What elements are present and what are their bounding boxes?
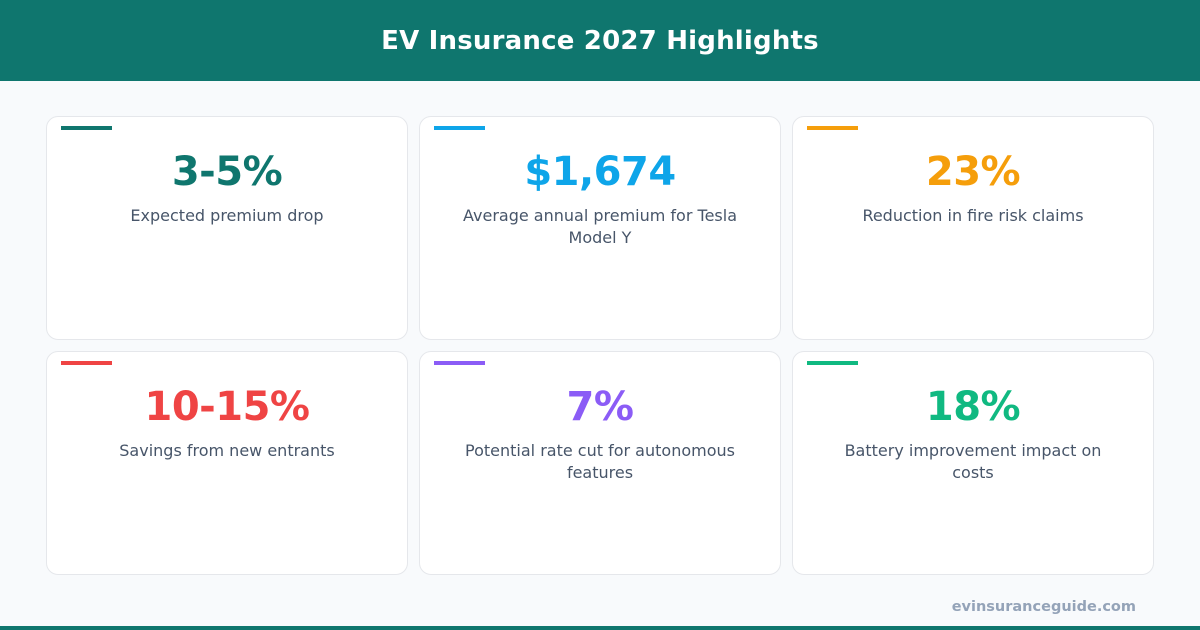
stat-card: $1,674 Average annual premium for Tesla …: [419, 116, 781, 340]
stat-card: 7% Potential rate cut for autonomous fea…: [419, 351, 781, 575]
stat-value: 18%: [925, 384, 1021, 430]
stat-card: 3-5% Expected premium drop: [46, 116, 408, 340]
stat-value: 10-15%: [144, 384, 310, 430]
stat-label: Potential rate cut for autonomous featur…: [465, 441, 735, 482]
card-accent-bar: [61, 361, 112, 365]
card-accent-bar: [807, 126, 858, 130]
stat-label: Reduction in fire risk claims: [862, 206, 1084, 225]
stat-value: 7%: [566, 384, 634, 430]
card-accent-bar: [61, 126, 112, 130]
stat-label: Expected premium drop: [130, 206, 324, 225]
card-accent-bar: [434, 361, 485, 365]
stat-label: Average annual premium for Tesla Model Y: [463, 206, 737, 247]
header-banner: EV Insurance 2027 Highlights: [0, 0, 1200, 81]
stat-card: 23% Reduction in fire risk claims: [792, 116, 1154, 340]
stat-label: Battery improvement impact on costs: [844, 441, 1102, 482]
stat-value: 23%: [925, 149, 1021, 195]
page-title: EV Insurance 2027 Highlights: [381, 25, 819, 56]
stat-card: 10-15% Savings from new entrants: [46, 351, 408, 575]
footer-domain: evinsuranceguide.com: [951, 599, 1136, 615]
stat-label: Savings from new entrants: [119, 441, 335, 460]
stat-value: $1,674: [524, 149, 676, 195]
card-accent-bar: [434, 126, 485, 130]
stat-card: 18% Battery improvement impact on costs: [792, 351, 1154, 575]
card-accent-bar: [807, 361, 858, 365]
bottom-accent-bar: [0, 626, 1200, 630]
stat-value: 3-5%: [171, 149, 283, 195]
